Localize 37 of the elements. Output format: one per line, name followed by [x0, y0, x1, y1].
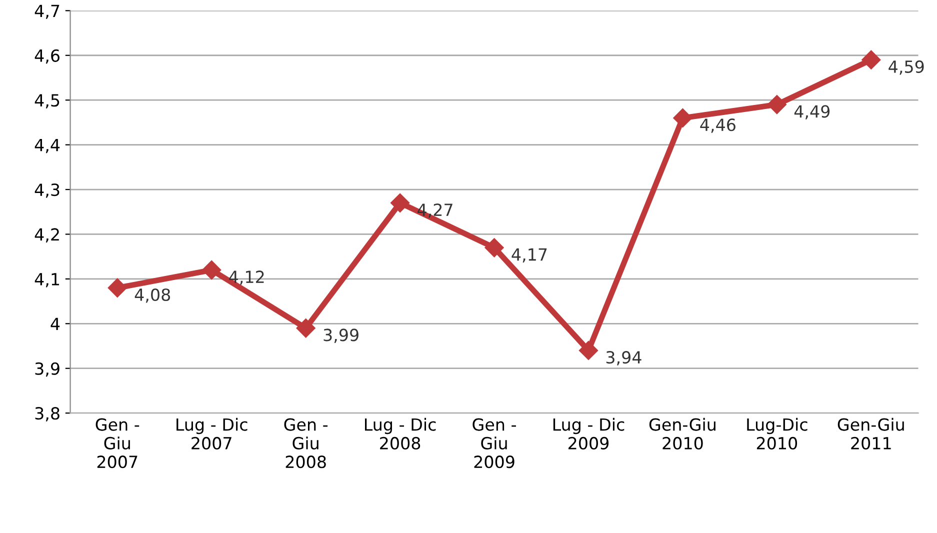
- y-tick-label: 4,3: [34, 183, 60, 198]
- point: [578, 340, 598, 360]
- x-tick-label: Gen - Giu 2007: [96, 418, 140, 468]
- point: [673, 108, 692, 128]
- data-label: 3,94: [606, 351, 642, 366]
- data-label: 4,27: [418, 203, 452, 218]
- y-tick-label: 4,4: [34, 138, 60, 154]
- point: [296, 318, 316, 338]
- point: [390, 193, 410, 212]
- x-tick-label: Lug - Dic 2007: [176, 418, 248, 450]
- data-label: 4,17: [512, 248, 547, 263]
- y-tick-label: 4,2: [34, 228, 59, 242]
- data-label: 4,49: [794, 105, 830, 120]
- data-label: 4,59: [888, 60, 924, 75]
- y-tick-label: 4,1: [34, 273, 60, 288]
- x-tick-label: Gen-Giu 2011: [838, 418, 904, 450]
- data-label: 4,46: [700, 118, 736, 133]
- point: [108, 278, 127, 298]
- x-tick-label: Gen - Giu 2008: [284, 418, 328, 468]
- x-tick-label: Lug - Dic 2008: [364, 418, 436, 450]
- y-tick-label: 4,7: [34, 4, 60, 19]
- point: [202, 260, 222, 280]
- y-tick-label: 4: [50, 318, 60, 330]
- x-tick-label: Gen-Giu 2010: [649, 418, 716, 450]
- x-tick-label: Lug-Dic 2010: [747, 418, 808, 450]
- data-label: 3,99: [324, 328, 358, 343]
- point: [484, 238, 504, 258]
- data-label: 4,08: [134, 288, 170, 303]
- y-tick-label: 4,6: [34, 49, 60, 64]
- y-tick-label: 3,9: [35, 362, 60, 377]
- x-tick-label: Gen - Giu 2009: [472, 418, 516, 468]
- y-tick-label: 4,5: [34, 94, 60, 108]
- x-tick-label: Lug - Dic 2009: [553, 418, 624, 450]
- y-tick-label: 3,8: [35, 407, 60, 422]
- data-label: 4,12: [229, 270, 264, 285]
- point: [862, 50, 881, 70]
- point: [767, 95, 786, 114]
